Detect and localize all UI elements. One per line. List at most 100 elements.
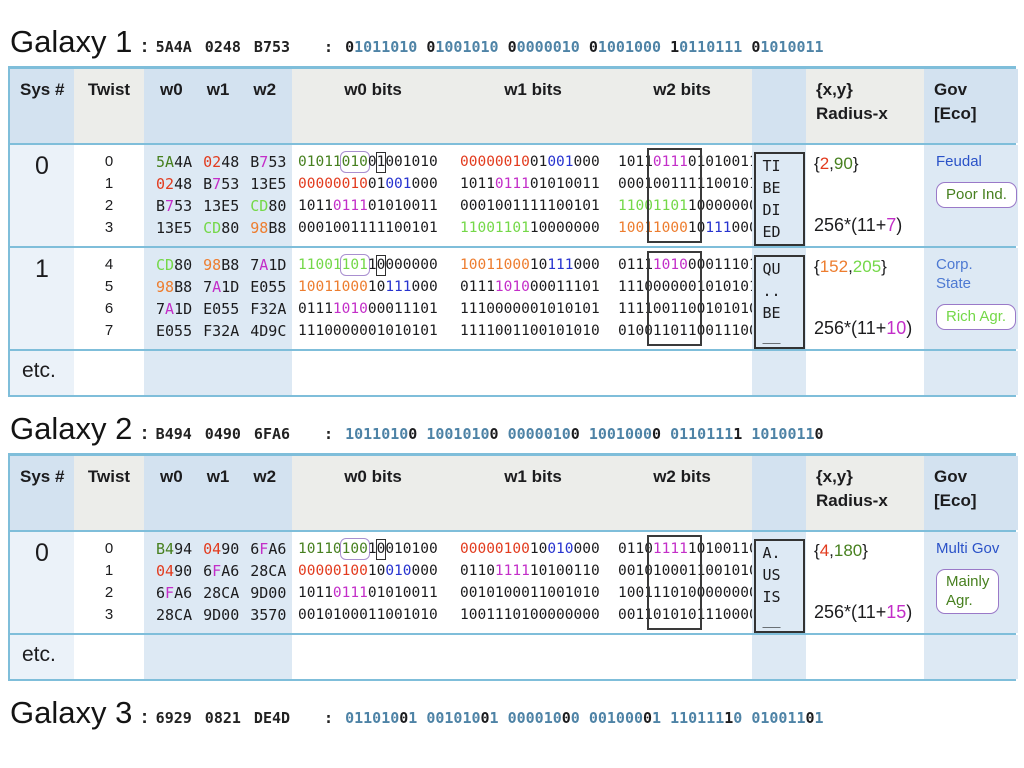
twist-value: 2 <box>104 584 114 601</box>
hex-segment: CD <box>156 256 175 274</box>
hex-cell: 5A4A 0248 B753 0248 B753 13E5 B753 13E5 CD80 13E5… <box>144 145 292 246</box>
bit-segment: 1001110100000000 <box>460 607 600 623</box>
w1-bits-line: 1111001100101010 <box>460 320 612 342</box>
radius-formula: 256*(11+10) <box>814 318 924 339</box>
government-label: Corp. State <box>936 255 973 293</box>
hex-segment: 98 <box>250 219 269 237</box>
bit-segment: 1010 <box>652 257 688 273</box>
bit-segment: 0111 <box>652 154 688 170</box>
hex-segment: 7 <box>250 256 260 274</box>
w2-bits-line: 1111001100101010 <box>618 298 758 320</box>
header-w1-bits-label: w1 bits <box>504 80 562 99</box>
w1-bits-cell: 1001100010111000 0111101000011101 11100000… <box>454 248 612 349</box>
bit-segment: 001 <box>385 176 412 192</box>
economy-badge: Rich Agr. <box>936 304 1017 330</box>
seed-hex-word: 0248 <box>204 38 241 56</box>
bit-segment: 0110 <box>460 563 495 579</box>
twist-value: 2 <box>104 197 114 214</box>
hex-segment: B <box>203 175 213 193</box>
seed-hex-word: B494 <box>155 425 192 443</box>
seed-bit-segment: 0 <box>570 425 580 443</box>
seed-bits-group: 00000100 <box>508 425 580 443</box>
gov-eco-cell: Multi Gov Mainly Agr. <box>924 532 1018 633</box>
system-row: 0 0 1 2 3 5A4A 0248 B753 0248 B753 13E5 B753 13E5 CD8… <box>10 143 1018 246</box>
twist-value: 0 <box>104 153 114 170</box>
bit-segment: 01010011 <box>367 585 438 601</box>
seed-bit-segment: 011010 <box>345 709 400 727</box>
letters-cell: TI BE DI ED <box>752 145 806 246</box>
radius-segment: 15 <box>886 602 907 622</box>
bit-segment: 0111 <box>618 257 653 273</box>
header-w0-bits: w0 bits <box>292 456 454 530</box>
hex-word: 6FA6 <box>250 538 286 560</box>
seed-bit-segment: 0 <box>751 38 761 56</box>
etc-empty-cell <box>292 635 454 679</box>
bit-segment: 1111 <box>494 563 530 579</box>
hex-line: 0490 6FA6 28CA <box>156 560 292 582</box>
bit-segment: 000 <box>411 176 438 192</box>
xy-segment: } <box>852 154 859 173</box>
seed-bit-segment: 0110111 <box>670 425 734 443</box>
etc-empty-cell <box>292 351 454 395</box>
hex-word: 6FA6 <box>203 560 239 582</box>
seed-bit-segment: 0 <box>399 709 409 727</box>
w1-bits-line: 0110111110100110 <box>460 560 612 582</box>
seed-bits-group: 00100001 <box>589 709 661 727</box>
bit-segment: 01010011 <box>687 154 758 170</box>
bit-segment: 0001001111100101 <box>618 176 758 192</box>
bit-segment: 1001110100000000 <box>618 585 758 601</box>
xy-segment: { <box>814 154 820 173</box>
bit-segment: 11001101 <box>460 220 530 236</box>
w0-bits-line: 1100110110000000 <box>298 254 454 276</box>
header-xy-label: {x,y} <box>816 80 853 99</box>
hex-word: B753 <box>156 195 192 217</box>
etc-empty-cell <box>454 351 612 395</box>
hex-word: 28CA <box>156 604 192 626</box>
hex-segment: 6 <box>250 540 260 558</box>
seed-bits-group: 01001010 <box>426 38 498 56</box>
bit-segment: 000 <box>411 279 438 295</box>
header-gov-eco: Gov [Eco] <box>924 69 1018 143</box>
w0-bits-cell: 0101101001001010 0000001001001000 10110111… <box>292 145 454 246</box>
bit-segment: 00011101 <box>367 301 438 317</box>
bit-segment: 111 <box>385 279 412 295</box>
hex-segment: 7 <box>165 197 175 215</box>
etc-label: etc. <box>22 643 56 666</box>
header-twist-label: Twist <box>87 80 131 99</box>
hex-segment: CD <box>250 197 269 215</box>
header-radius-label: Radius-x <box>816 104 888 123</box>
hex-word: 7A1D <box>250 254 286 276</box>
seed-bit-segment: 0 <box>480 709 490 727</box>
seed-bit-segment: 1001010 <box>435 38 499 56</box>
xy-segment: 4 <box>819 541 830 560</box>
bit-segment: 0111 <box>460 279 495 295</box>
bit-segment: 1011 <box>298 585 333 601</box>
seed-hex-word: DE4D <box>253 709 291 727</box>
w2-bits-cell: 0111101000011101 1110000001010101 11110011… <box>612 248 758 349</box>
government-label: Feudal <box>936 152 982 171</box>
seed-hex-word: 0821 <box>204 709 241 727</box>
seed-bit-segment: 0 <box>489 425 499 443</box>
w1-bits-line: 0001001111100101 <box>460 195 612 217</box>
seed-bit-segment: 1 <box>814 709 824 727</box>
economy-badge: Mainly Agr. <box>936 569 1000 614</box>
twist-value: 3 <box>104 219 114 236</box>
w1-bits-line: 1100110110000000 <box>460 217 612 239</box>
economy-line: Poor Ind. <box>946 186 1007 203</box>
hex-segment: 7 <box>212 175 222 193</box>
seed-bit-segment: 1 <box>408 709 418 727</box>
bit-segment: 111 <box>705 220 732 236</box>
w2-bits-line: 1011011101010011 <box>618 151 758 173</box>
hex-word: 3570 <box>250 604 286 626</box>
w1-bits-line: 1110000001010101 <box>460 298 612 320</box>
seed-bits-group: 01101111 <box>670 425 742 443</box>
gov-eco-cell: Feudal Poor Ind. <box>924 145 1018 246</box>
etc-empty-cell <box>144 351 292 395</box>
hex-line: E055 F32A 4D9C <box>156 320 292 342</box>
xy-segment: } <box>862 541 868 560</box>
hex-segment: 13E5 <box>203 197 240 215</box>
bit-segment: 0010100011001010 <box>618 563 758 579</box>
bit-segment: 010 <box>385 563 412 579</box>
w1-bits-line: 1001110100000000 <box>460 604 612 626</box>
w0-bits-line: 0000010010010000 <box>298 560 454 582</box>
